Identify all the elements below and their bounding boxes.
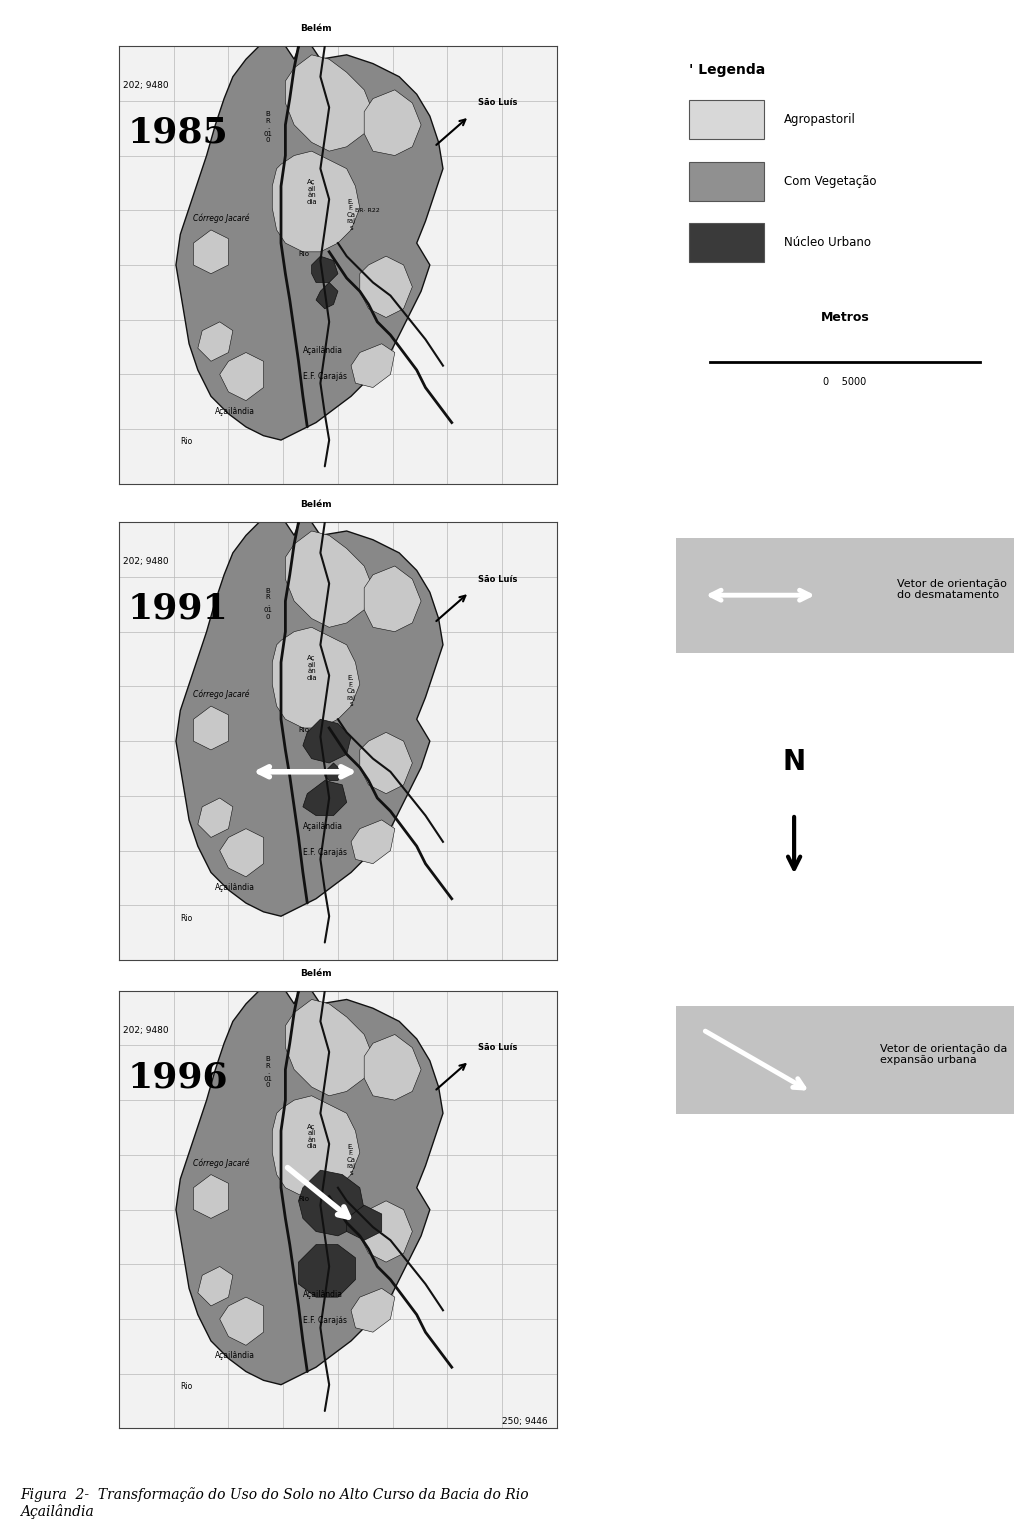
Polygon shape bbox=[194, 230, 228, 273]
Text: ' Legenda: ' Legenda bbox=[689, 63, 766, 77]
Polygon shape bbox=[351, 1289, 395, 1332]
Polygon shape bbox=[299, 1244, 355, 1296]
Text: 202; 9480: 202; 9480 bbox=[124, 558, 169, 567]
Polygon shape bbox=[365, 1035, 421, 1100]
Polygon shape bbox=[194, 1175, 228, 1218]
Text: Rio: Rio bbox=[299, 1197, 309, 1201]
Polygon shape bbox=[220, 829, 263, 877]
Text: Açailândia: Açailândia bbox=[215, 1352, 255, 1361]
Text: Agropastoril: Agropastoril bbox=[784, 114, 856, 126]
Polygon shape bbox=[325, 763, 342, 780]
Text: E.F. Carajás: E.F. Carajás bbox=[303, 1316, 347, 1326]
Text: Rio: Rio bbox=[299, 252, 309, 257]
Text: Córrego Jacaré: Córrego Jacaré bbox=[194, 690, 250, 699]
Text: E.F. Carajás: E.F. Carajás bbox=[303, 848, 347, 857]
Text: B
R
.
01
0: B R . 01 0 bbox=[263, 112, 272, 143]
Text: Com Vegetação: Com Vegetação bbox=[784, 175, 877, 187]
Text: 250; 9446: 250; 9446 bbox=[503, 1418, 548, 1425]
Text: São Luís: São Luís bbox=[478, 1043, 517, 1052]
Polygon shape bbox=[299, 1170, 365, 1236]
Text: 1985: 1985 bbox=[128, 115, 228, 149]
Text: Córrego Jacaré: Córrego Jacaré bbox=[194, 214, 250, 223]
Polygon shape bbox=[359, 733, 413, 794]
Text: Núcleo Urbano: Núcleo Urbano bbox=[784, 237, 871, 249]
Text: Aç
ail
ân
dia: Aç ail ân dia bbox=[306, 1124, 317, 1149]
Polygon shape bbox=[176, 513, 443, 915]
Text: Açailândia: Açailândia bbox=[215, 883, 255, 892]
Polygon shape bbox=[359, 1201, 413, 1263]
Text: Açailândia: Açailândia bbox=[303, 346, 343, 355]
Polygon shape bbox=[351, 344, 395, 387]
Text: Rio: Rio bbox=[180, 1382, 193, 1392]
Polygon shape bbox=[303, 780, 347, 816]
Text: Rio: Rio bbox=[180, 438, 193, 447]
Text: Metros: Metros bbox=[820, 312, 869, 324]
Text: 1996: 1996 bbox=[128, 1060, 228, 1094]
Text: 202; 9480: 202; 9480 bbox=[124, 1026, 169, 1035]
Text: E.
F.
Ca
raj
s: E. F. Ca raj s bbox=[346, 1144, 355, 1175]
Text: 1991: 1991 bbox=[128, 591, 228, 625]
Polygon shape bbox=[272, 1095, 359, 1197]
Polygon shape bbox=[286, 55, 373, 151]
Text: Aç
ail
ân
dia: Aç ail ân dia bbox=[306, 656, 317, 680]
Text: Figura  2-  Transformação do Uso do Solo no Alto Curso da Bacia do Rio
Açailândi: Figura 2- Transformação do Uso do Solo n… bbox=[20, 1487, 529, 1519]
Text: N: N bbox=[782, 748, 806, 776]
Text: São Luís: São Luís bbox=[478, 98, 517, 108]
Text: BR· R22: BR· R22 bbox=[355, 209, 380, 214]
FancyBboxPatch shape bbox=[689, 100, 764, 140]
Polygon shape bbox=[198, 323, 232, 361]
Polygon shape bbox=[198, 1267, 232, 1306]
Text: Rio: Rio bbox=[180, 914, 193, 923]
Text: 202; 9480: 202; 9480 bbox=[124, 81, 169, 91]
FancyBboxPatch shape bbox=[689, 161, 764, 201]
Polygon shape bbox=[272, 627, 359, 728]
Polygon shape bbox=[311, 257, 338, 283]
Text: E.
F.
Ca
raj
s: E. F. Ca raj s bbox=[346, 200, 355, 230]
Text: Rio: Rio bbox=[299, 728, 309, 733]
Text: Belém: Belém bbox=[300, 969, 332, 977]
Text: Belém: Belém bbox=[300, 501, 332, 508]
Polygon shape bbox=[347, 1206, 382, 1240]
Text: Belém: Belém bbox=[300, 25, 332, 32]
Text: Vetor de orientação
do desmatamento: Vetor de orientação do desmatamento bbox=[897, 579, 1007, 601]
Text: B
R
.
01
0: B R . 01 0 bbox=[263, 1057, 272, 1087]
Polygon shape bbox=[365, 567, 421, 631]
Polygon shape bbox=[365, 89, 421, 155]
Polygon shape bbox=[220, 353, 263, 401]
Text: Vetor de orientação da
expansão urbana: Vetor de orientação da expansão urbana bbox=[880, 1043, 1007, 1066]
Polygon shape bbox=[176, 982, 443, 1385]
Text: E.F. Carajás: E.F. Carajás bbox=[303, 372, 347, 381]
Text: Açailândia: Açailândia bbox=[303, 1290, 343, 1299]
Polygon shape bbox=[286, 1000, 373, 1095]
Polygon shape bbox=[303, 719, 351, 763]
Polygon shape bbox=[272, 151, 359, 252]
Polygon shape bbox=[220, 1296, 263, 1346]
Polygon shape bbox=[359, 257, 413, 318]
Text: São Luís: São Luís bbox=[478, 574, 517, 584]
Text: Açailândia: Açailândia bbox=[215, 407, 255, 416]
Text: E.
F.
Ca
raj
s: E. F. Ca raj s bbox=[346, 676, 355, 707]
Polygon shape bbox=[351, 820, 395, 863]
Text: Açailândia: Açailândia bbox=[303, 822, 343, 831]
Text: Córrego Jacaré: Córrego Jacaré bbox=[194, 1158, 250, 1167]
Polygon shape bbox=[176, 37, 443, 439]
Text: 0    5000: 0 5000 bbox=[823, 378, 866, 387]
Text: B
R
.
01
0: B R . 01 0 bbox=[263, 588, 272, 619]
FancyBboxPatch shape bbox=[689, 223, 764, 263]
Text: Aç
ail
ân
dia: Aç ail ân dia bbox=[306, 180, 317, 204]
Polygon shape bbox=[316, 283, 338, 309]
Polygon shape bbox=[194, 707, 228, 750]
Polygon shape bbox=[286, 531, 373, 627]
Polygon shape bbox=[198, 799, 232, 837]
